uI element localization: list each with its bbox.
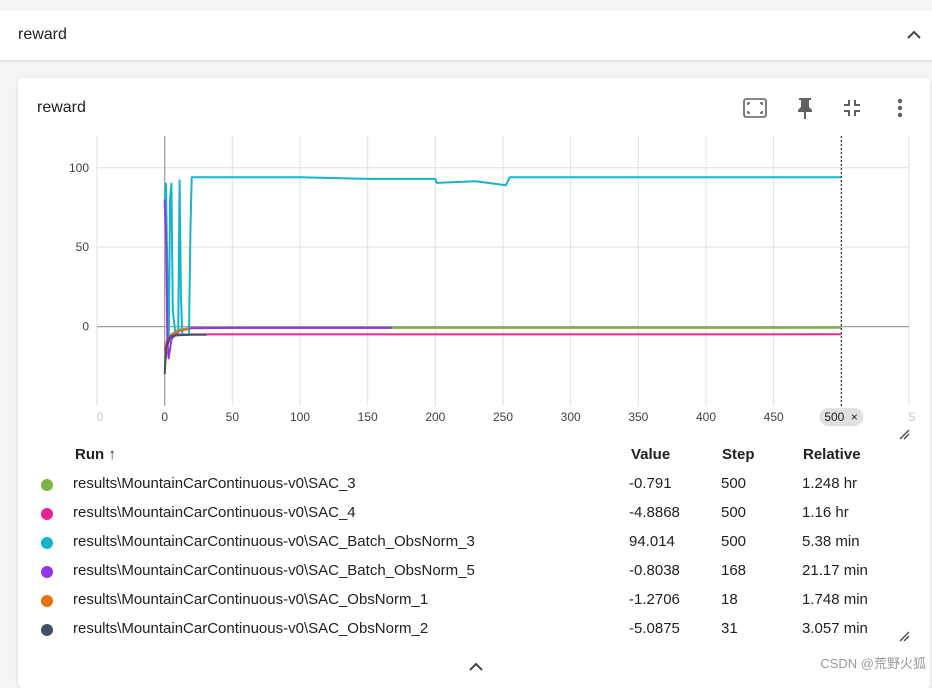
x-tick-label: 300 [561, 410, 581, 424]
pin-icon[interactable] [792, 95, 818, 121]
x-tick-label: 350 [628, 410, 648, 424]
y-tick-label: 50 [76, 240, 90, 254]
series-color-dot [41, 624, 53, 636]
x-edge-tick-label: 5 [909, 410, 916, 424]
hover-step-chip [819, 408, 864, 426]
header-relative: Relative [803, 446, 861, 463]
run-relative: 1.16 hr [802, 504, 849, 521]
header-step: Step [722, 446, 755, 463]
card-title: reward [37, 99, 86, 116]
legend-row[interactable]: results\MountainCarContinuous-v0\SAC_Obs… [18, 615, 930, 644]
hover-step-label: 500 [824, 410, 844, 424]
collapse-chart-icon[interactable] [839, 95, 865, 121]
run-relative: 21.17 min [802, 562, 868, 579]
run-value: -5.0875 [629, 620, 680, 637]
group-header[interactable]: reward [0, 11, 932, 61]
table-resize-handle-icon[interactable] [898, 630, 910, 642]
y-tick-label: 100 [69, 161, 89, 175]
legend-row[interactable]: results\MountainCarContinuous-v0\SAC_Bat… [18, 557, 930, 586]
series-color-dot [41, 566, 53, 578]
header-value: Value [631, 446, 671, 463]
x-tick-label: 450 [764, 410, 784, 424]
run-name: results\MountainCarContinuous-v0\SAC_Obs… [73, 591, 429, 608]
run-name: results\MountainCarContinuous-v0\SAC_4 [73, 504, 356, 521]
series-color-dot [41, 537, 53, 549]
run-step: 500 [721, 533, 747, 550]
more-vert-icon[interactable] [887, 95, 913, 121]
legend-row[interactable]: results\MountainCarContinuous-v0\SAC_4 -… [18, 499, 930, 528]
chart-card: reward 0 50 100 0 50 100 150 200 250 300 350 400 450… [18, 78, 930, 688]
run-step: 500 [721, 504, 747, 521]
run-step: 168 [721, 562, 747, 579]
legend-row[interactable]: results\MountainCarContinuous-v0\SAC_Bat… [18, 528, 930, 557]
run-value: -0.8038 [629, 562, 680, 579]
run-relative: 1.248 hr [802, 475, 858, 492]
run-relative: 3.057 min [802, 620, 868, 637]
fit-domain-icon[interactable] [742, 95, 768, 121]
x-tick-label: 50 [226, 410, 240, 424]
x-tick-label: 200 [425, 410, 445, 424]
run-name: results\MountainCarContinuous-v0\SAC_3 [73, 475, 356, 492]
reward-line-chart[interactable]: 0 50 100 0 50 100 150 200 250 300 350 400 450 0 5 500 × [18, 78, 930, 438]
x-tick-label: 250 [493, 410, 513, 424]
header-run[interactable]: Run ↑ [75, 446, 116, 463]
chevron-up-icon[interactable] [465, 658, 487, 676]
run-step: 31 [721, 620, 738, 637]
x-edge-tick-label: 0 [97, 410, 104, 424]
run-name: results\MountainCarContinuous-v0\SAC_Bat… [73, 562, 475, 579]
run-name: results\MountainCarContinuous-v0\SAC_Obs… [73, 620, 429, 637]
y-tick-label: 0 [82, 320, 89, 334]
run-value: 94.014 [629, 533, 675, 550]
close-icon[interactable]: × [851, 410, 858, 424]
series-color-dot [41, 508, 53, 520]
run-step: 18 [721, 591, 738, 608]
x-tick-label: 100 [290, 410, 310, 424]
legend-row[interactable]: results\MountainCarContinuous-v0\SAC_Obs… [18, 586, 930, 615]
group-title: reward [18, 26, 67, 43]
run-value: -1.2706 [629, 591, 680, 608]
chart-resize-handle-icon[interactable] [898, 428, 910, 440]
x-tick-label: 150 [358, 410, 378, 424]
run-relative: 1.748 min [802, 591, 868, 608]
run-relative: 5.38 min [802, 533, 860, 550]
x-tick-label: 400 [696, 410, 716, 424]
legend-row[interactable]: results\MountainCarContinuous-v0\SAC_3 -… [18, 470, 930, 499]
series-color-dot [41, 479, 53, 491]
chevron-up-icon[interactable] [904, 25, 924, 45]
run-value: -4.8868 [629, 504, 680, 521]
run-value: -0.791 [629, 475, 672, 492]
run-step: 500 [721, 475, 747, 492]
x-tick-label: 0 [161, 410, 168, 424]
run-name: results\MountainCarContinuous-v0\SAC_Bat… [73, 533, 475, 550]
series-color-dot [41, 595, 53, 607]
watermark: CSDN @荒野火狐 [820, 656, 926, 671]
series-line [163, 333, 207, 375]
